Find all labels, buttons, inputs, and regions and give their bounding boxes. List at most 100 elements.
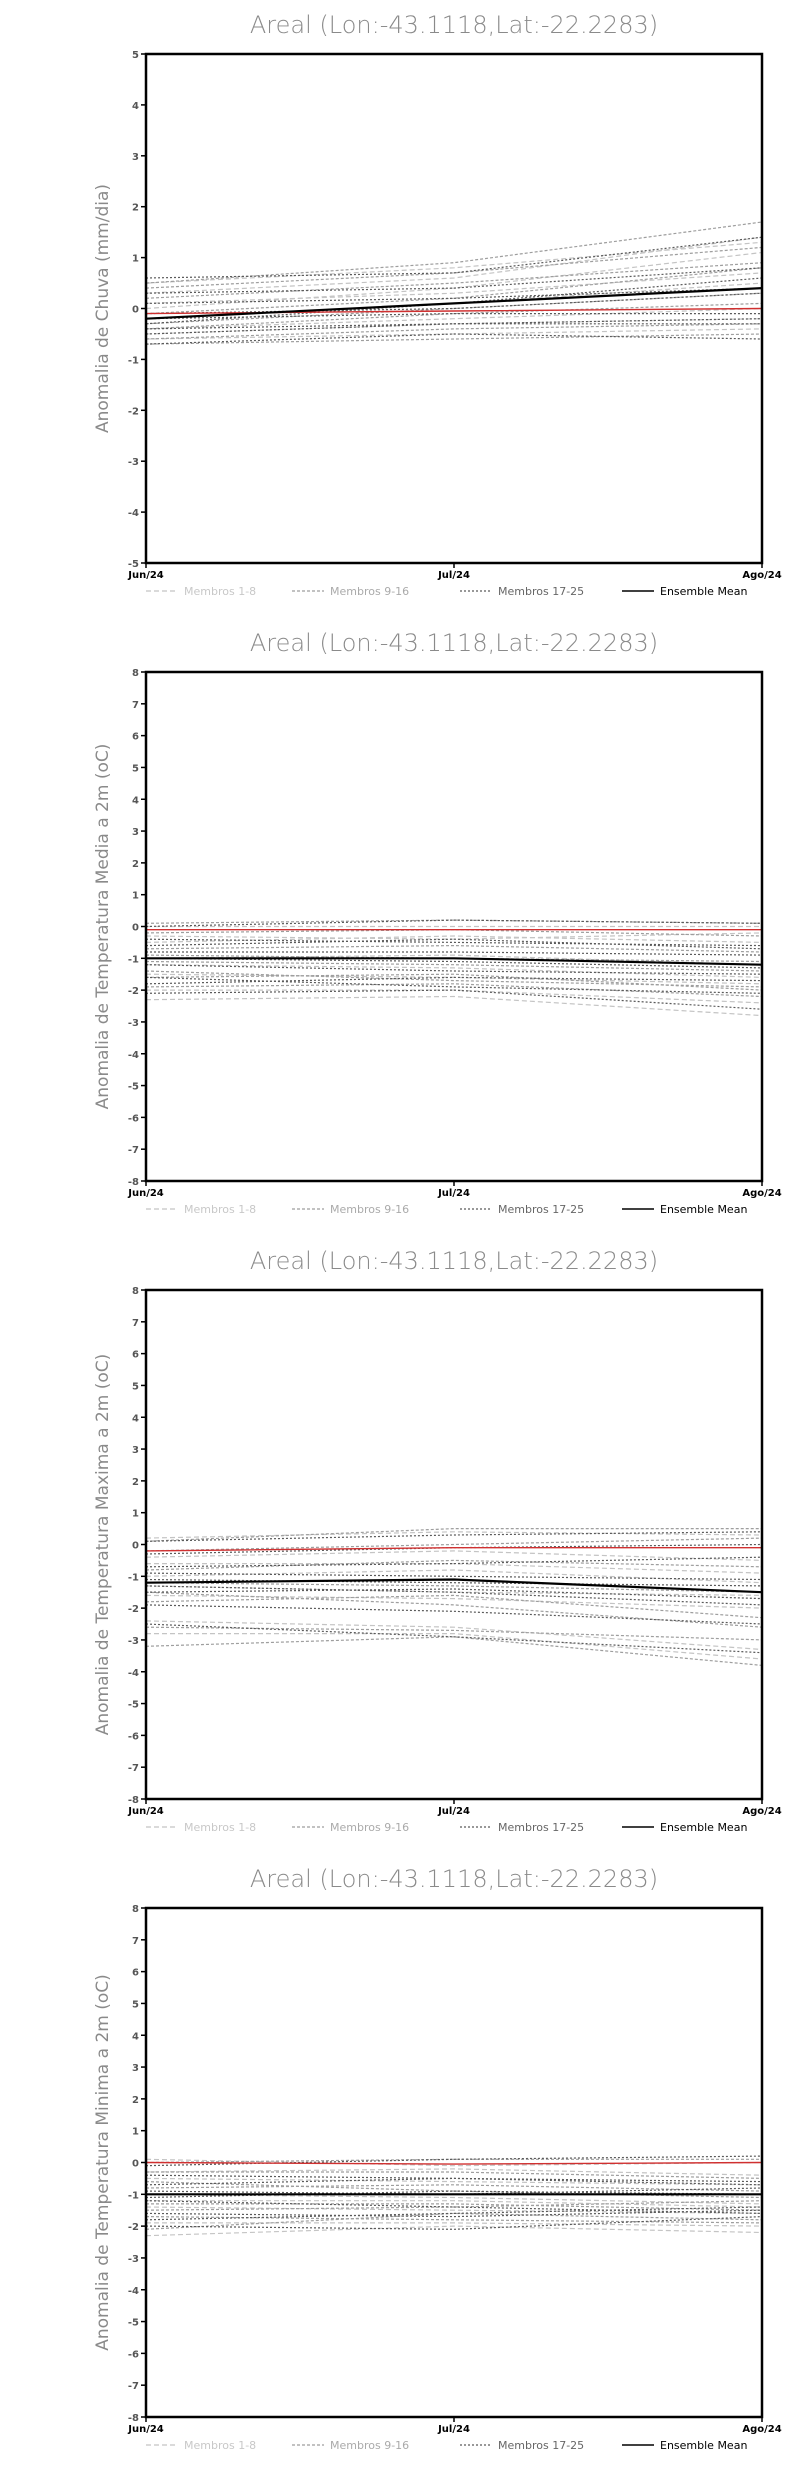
member-line <box>145 935 763 943</box>
member-line <box>145 1550 763 1561</box>
y-tick-label: -5 <box>128 2318 139 2329</box>
member-line <box>145 976 763 985</box>
member-line <box>145 2200 763 2211</box>
y-tick-label: 0 <box>132 1541 139 1552</box>
y-tick-label: -7 <box>128 1145 139 1156</box>
member-line <box>145 995 763 1017</box>
y-tick-label: -4 <box>128 2286 139 2297</box>
legend-label: Membros 9-16 <box>330 1203 409 1216</box>
member-line <box>145 1572 763 1581</box>
member-line <box>145 1588 763 1600</box>
member-line <box>145 221 763 284</box>
y-tick-label: 1 <box>132 1509 139 1520</box>
legend: Membros 1-8 Membros 9-16 Membros 17-25 Ense… <box>146 2439 747 2452</box>
y-tick-label: -5 <box>128 1700 139 1711</box>
red-reference-line <box>145 1547 762 1552</box>
y-tick-label: 8 <box>132 1286 139 1297</box>
y-tick-label: 1 <box>132 254 139 265</box>
legend-label: Membros 17-25 <box>498 1821 584 1834</box>
x-tick-label: Jun/24 <box>127 1806 164 1817</box>
y-tick-label: 3 <box>132 2063 139 2074</box>
member-line <box>145 1578 763 1587</box>
y-tick-label: -1 <box>128 355 139 366</box>
y-tick-label: 4 <box>132 1413 139 1424</box>
legend-label: Membros 9-16 <box>330 1821 409 1834</box>
member-line <box>145 1537 763 1552</box>
plot-frame <box>144 1288 764 1801</box>
legend: Membros 1-8 Membros 9-16 Membros 17-25 Ense… <box>146 1203 747 1216</box>
y-axis-label: Anomalia de Temperatura Maxima a 2m (oC) <box>93 1354 113 1736</box>
y-tick-label: 0 <box>132 305 139 316</box>
chart-title: Areal (Lon:-43.1118,Lat:-22.2283) <box>250 1865 658 1893</box>
y-tick-label: -4 <box>128 1668 139 1679</box>
member-line <box>145 307 763 330</box>
x-tick-label: Jul/24 <box>437 1806 470 1817</box>
legend-label: Ensemble Mean <box>660 2439 747 2452</box>
y-tick-label: 7 <box>132 1318 139 1329</box>
member-line <box>145 1559 763 1571</box>
y-tick-label: -6 <box>128 1113 139 1124</box>
member-line <box>145 323 762 335</box>
member-line <box>145 938 763 947</box>
member-line <box>145 267 763 315</box>
member-line <box>145 236 763 294</box>
series-lines <box>145 919 763 1017</box>
member-line <box>145 1594 763 1619</box>
chart-panel-4: Areal (Lon:-43.1118,Lat:-22.2283) Anomali… <box>93 1865 782 2452</box>
y-tick-label: 7 <box>132 700 139 711</box>
legend-label: Membros 9-16 <box>330 585 409 598</box>
member-line <box>145 1604 763 1625</box>
series-lines <box>145 1528 763 1666</box>
member-line <box>146 2203 763 2211</box>
x-tick-label: Ago/24 <box>742 1806 781 1817</box>
x-tick-label: Jun/24 <box>127 1188 164 1199</box>
member-line <box>145 2216 763 2224</box>
member-line <box>145 1585 763 1606</box>
x-tick-label: Ago/24 <box>742 1188 781 1199</box>
member-line <box>145 287 763 304</box>
y-tick-label: -6 <box>128 2349 139 2360</box>
y-tick-label: 0 <box>132 923 139 934</box>
member-line <box>145 973 763 991</box>
y-tick-label: -3 <box>128 2254 139 2265</box>
y-axis-label: Anomalia de Temperatura Minima a 2m (oC) <box>93 1974 113 2351</box>
y-tick-label: -3 <box>128 1636 139 1647</box>
y-tick-label: 8 <box>132 668 139 679</box>
legend-label: Membros 1-8 <box>184 1821 256 1834</box>
member-line <box>145 1620 763 1651</box>
member-line <box>145 1636 763 1666</box>
y-tick-label: -2 <box>128 1604 139 1615</box>
chart-panel-2: Areal (Lon:-43.1118,Lat:-22.2283) Anomali… <box>93 629 782 1216</box>
member-line <box>146 2171 763 2179</box>
legend-label: Ensemble Mean <box>660 1821 747 1834</box>
y-tick-label: -2 <box>128 2222 139 2233</box>
member-line <box>145 1594 763 1609</box>
y-tick-label: 2 <box>132 1477 139 1488</box>
legend-label: Membros 1-8 <box>184 2439 256 2452</box>
member-line <box>145 2177 763 2186</box>
member-line <box>145 2158 762 2164</box>
member-line <box>145 964 763 975</box>
y-tick-label: 3 <box>132 827 139 838</box>
y-tick-label: 4 <box>132 2031 139 2042</box>
member-line <box>145 2181 763 2199</box>
chart-title: Areal (Lon:-43.1118,Lat:-22.2283) <box>250 1247 658 1275</box>
member-line <box>145 957 763 969</box>
member-line <box>145 919 763 924</box>
member-line <box>145 954 763 963</box>
member-line <box>145 292 763 315</box>
legend-label: Membros 1-8 <box>184 585 256 598</box>
y-tick-label: -1 <box>128 1572 139 1583</box>
member-line <box>145 2212 763 2230</box>
ensemble-mean-line <box>145 1578 763 1594</box>
member-line <box>145 1582 763 1593</box>
red-reference-line <box>145 2161 763 2165</box>
member-line <box>145 1528 762 1542</box>
y-tick-label: 6 <box>132 732 139 743</box>
x-tick-label: Jul/24 <box>437 1188 470 1199</box>
chart-panel-3: Areal (Lon:-43.1118,Lat:-22.2283) Anomali… <box>93 1247 782 1834</box>
member-line <box>145 302 763 330</box>
y-tick-label: -8 <box>128 1177 139 1188</box>
member-line <box>146 1563 763 1574</box>
